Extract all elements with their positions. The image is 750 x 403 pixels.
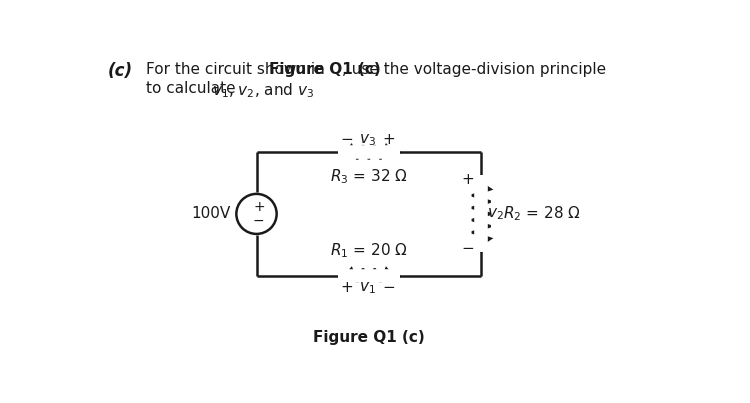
Text: $R_3$ = 32 Ω: $R_3$ = 32 Ω — [330, 168, 408, 187]
Text: +: + — [382, 133, 395, 147]
Text: $R_2$ = 28 Ω: $R_2$ = 28 Ω — [503, 205, 580, 223]
Text: −: − — [340, 133, 353, 147]
Text: $v_2$: $v_2$ — [488, 206, 504, 222]
Text: $v_1$, $v_2$, and $v_3$: $v_1$, $v_2$, and $v_3$ — [212, 81, 315, 100]
Text: +: + — [340, 280, 353, 295]
Text: −: − — [382, 280, 395, 295]
Text: $v_1$: $v_1$ — [359, 280, 376, 296]
Text: (c): (c) — [108, 62, 133, 80]
Text: Figure Q1 (c): Figure Q1 (c) — [269, 62, 381, 77]
Text: −: − — [461, 241, 474, 256]
Text: $R_1$ = 20 Ω: $R_1$ = 20 Ω — [330, 241, 408, 260]
Text: For the circuit shown in: For the circuit shown in — [146, 62, 330, 77]
Text: +: + — [461, 172, 474, 187]
Text: +: + — [253, 200, 265, 214]
Text: $v_3$: $v_3$ — [359, 132, 376, 148]
Text: −: − — [253, 214, 265, 228]
Text: 100V: 100V — [191, 206, 230, 221]
Text: , use the voltage-division principle: , use the voltage-division principle — [342, 62, 606, 77]
Text: to calculate: to calculate — [146, 81, 241, 96]
Text: Figure Q1 (c): Figure Q1 (c) — [313, 330, 424, 345]
Circle shape — [236, 194, 277, 234]
